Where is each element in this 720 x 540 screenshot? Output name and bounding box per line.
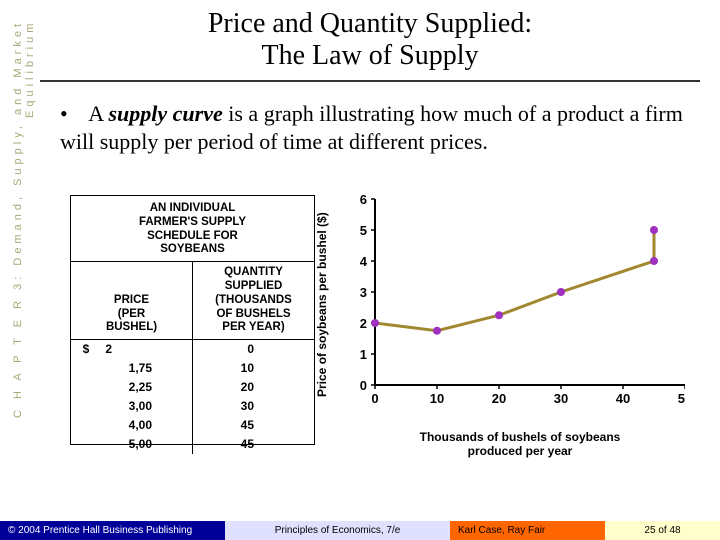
table-row: 1,75 — [71, 359, 192, 378]
table-row: $ 2 — [71, 340, 192, 359]
title-line2: The Law of Supply — [262, 40, 479, 71]
svg-text:6: 6 — [360, 195, 367, 207]
svg-text:5: 5 — [360, 223, 367, 238]
footer-copyright: © 2004 Prentice Hall Business Publishing — [0, 521, 225, 540]
svg-text:40: 40 — [616, 391, 630, 406]
svg-text:0: 0 — [360, 378, 367, 393]
table-col2-header: QUANTITY SUPPLIED (THOUSANDS OF BUSHELS … — [193, 262, 314, 339]
body-bullet: • A supply curve is a graph illustrating… — [60, 100, 690, 155]
chart-svg: 0 1 2 3 4 5 6 0 10 20 30 40 50 — [355, 195, 685, 410]
footer-book: Principles of Economics, 7/e — [225, 521, 450, 540]
table-row: 30 — [193, 397, 314, 416]
table-col1-header: PRICE (PER BUSHEL) — [71, 262, 193, 339]
bullet-prefix: A — [88, 101, 108, 126]
table-row: 3,00 — [71, 397, 192, 416]
table-price-column: $ 2 1,75 2,25 3,00 4,00 5,00 — [71, 340, 193, 454]
svg-text:20: 20 — [492, 391, 506, 406]
table-body: $ 2 1,75 2,25 3,00 4,00 5,00 0 10 20 30 … — [71, 340, 314, 454]
slide-title: Price and Quantity Supplied: The Law of … — [40, 8, 700, 72]
bullet-keyterm: supply curve — [108, 101, 222, 126]
chapter-sidebar-text: C H A P T E R 3: Demand, Supply, and Mar… — [12, 20, 28, 420]
svg-text:1: 1 — [360, 347, 367, 362]
svg-text:50: 50 — [678, 391, 685, 406]
chart-y-axis-label: Price of soybeans per bushel ($) — [315, 195, 331, 415]
title-line1: Price and Quantity Supplied: — [208, 8, 532, 39]
chart-x-axis-label: Thousands of bushels of soybeans produce… — [355, 430, 685, 459]
footer-page: 25 of 48 — [605, 521, 720, 540]
table-row: 5,00 — [71, 435, 192, 454]
svg-text:0: 0 — [371, 391, 378, 406]
table-row: 10 — [193, 359, 314, 378]
bullet-dot: • — [60, 100, 84, 128]
table-row: 4,00 — [71, 416, 192, 435]
table-headers: PRICE (PER BUSHEL) QUANTITY SUPPLIED (TH… — [71, 262, 314, 340]
supply-curve-chart: Price of soybeans per bushel ($) 0 1 2 3 4 5 6… — [315, 195, 700, 475]
svg-text:30: 30 — [554, 391, 568, 406]
supply-schedule-table: AN INDIVIDUAL FARMER'S SUPPLY SCHEDULE F… — [70, 195, 315, 445]
bullet-text: A supply curve is a graph illustrating h… — [60, 101, 683, 154]
table-qty-column: 0 10 20 30 45 45 — [193, 340, 314, 454]
footer-authors: Karl Case, Ray Fair — [450, 521, 605, 540]
table-row: 45 — [193, 416, 314, 435]
svg-text:10: 10 — [430, 391, 444, 406]
svg-text:4: 4 — [360, 254, 368, 269]
title-underline — [40, 80, 700, 82]
table-row: 45 — [193, 435, 314, 454]
table-row: 2,25 — [71, 378, 192, 397]
slide-footer: © 2004 Prentice Hall Business Publishing… — [0, 521, 720, 540]
table-row: 20 — [193, 378, 314, 397]
svg-text:3: 3 — [360, 285, 367, 300]
table-title: AN INDIVIDUAL FARMER'S SUPPLY SCHEDULE F… — [71, 196, 314, 262]
chart-plot-area: 0 1 2 3 4 5 6 0 10 20 30 40 50 — [355, 195, 685, 410]
table-row: 0 — [193, 340, 314, 359]
svg-text:2: 2 — [360, 316, 367, 331]
